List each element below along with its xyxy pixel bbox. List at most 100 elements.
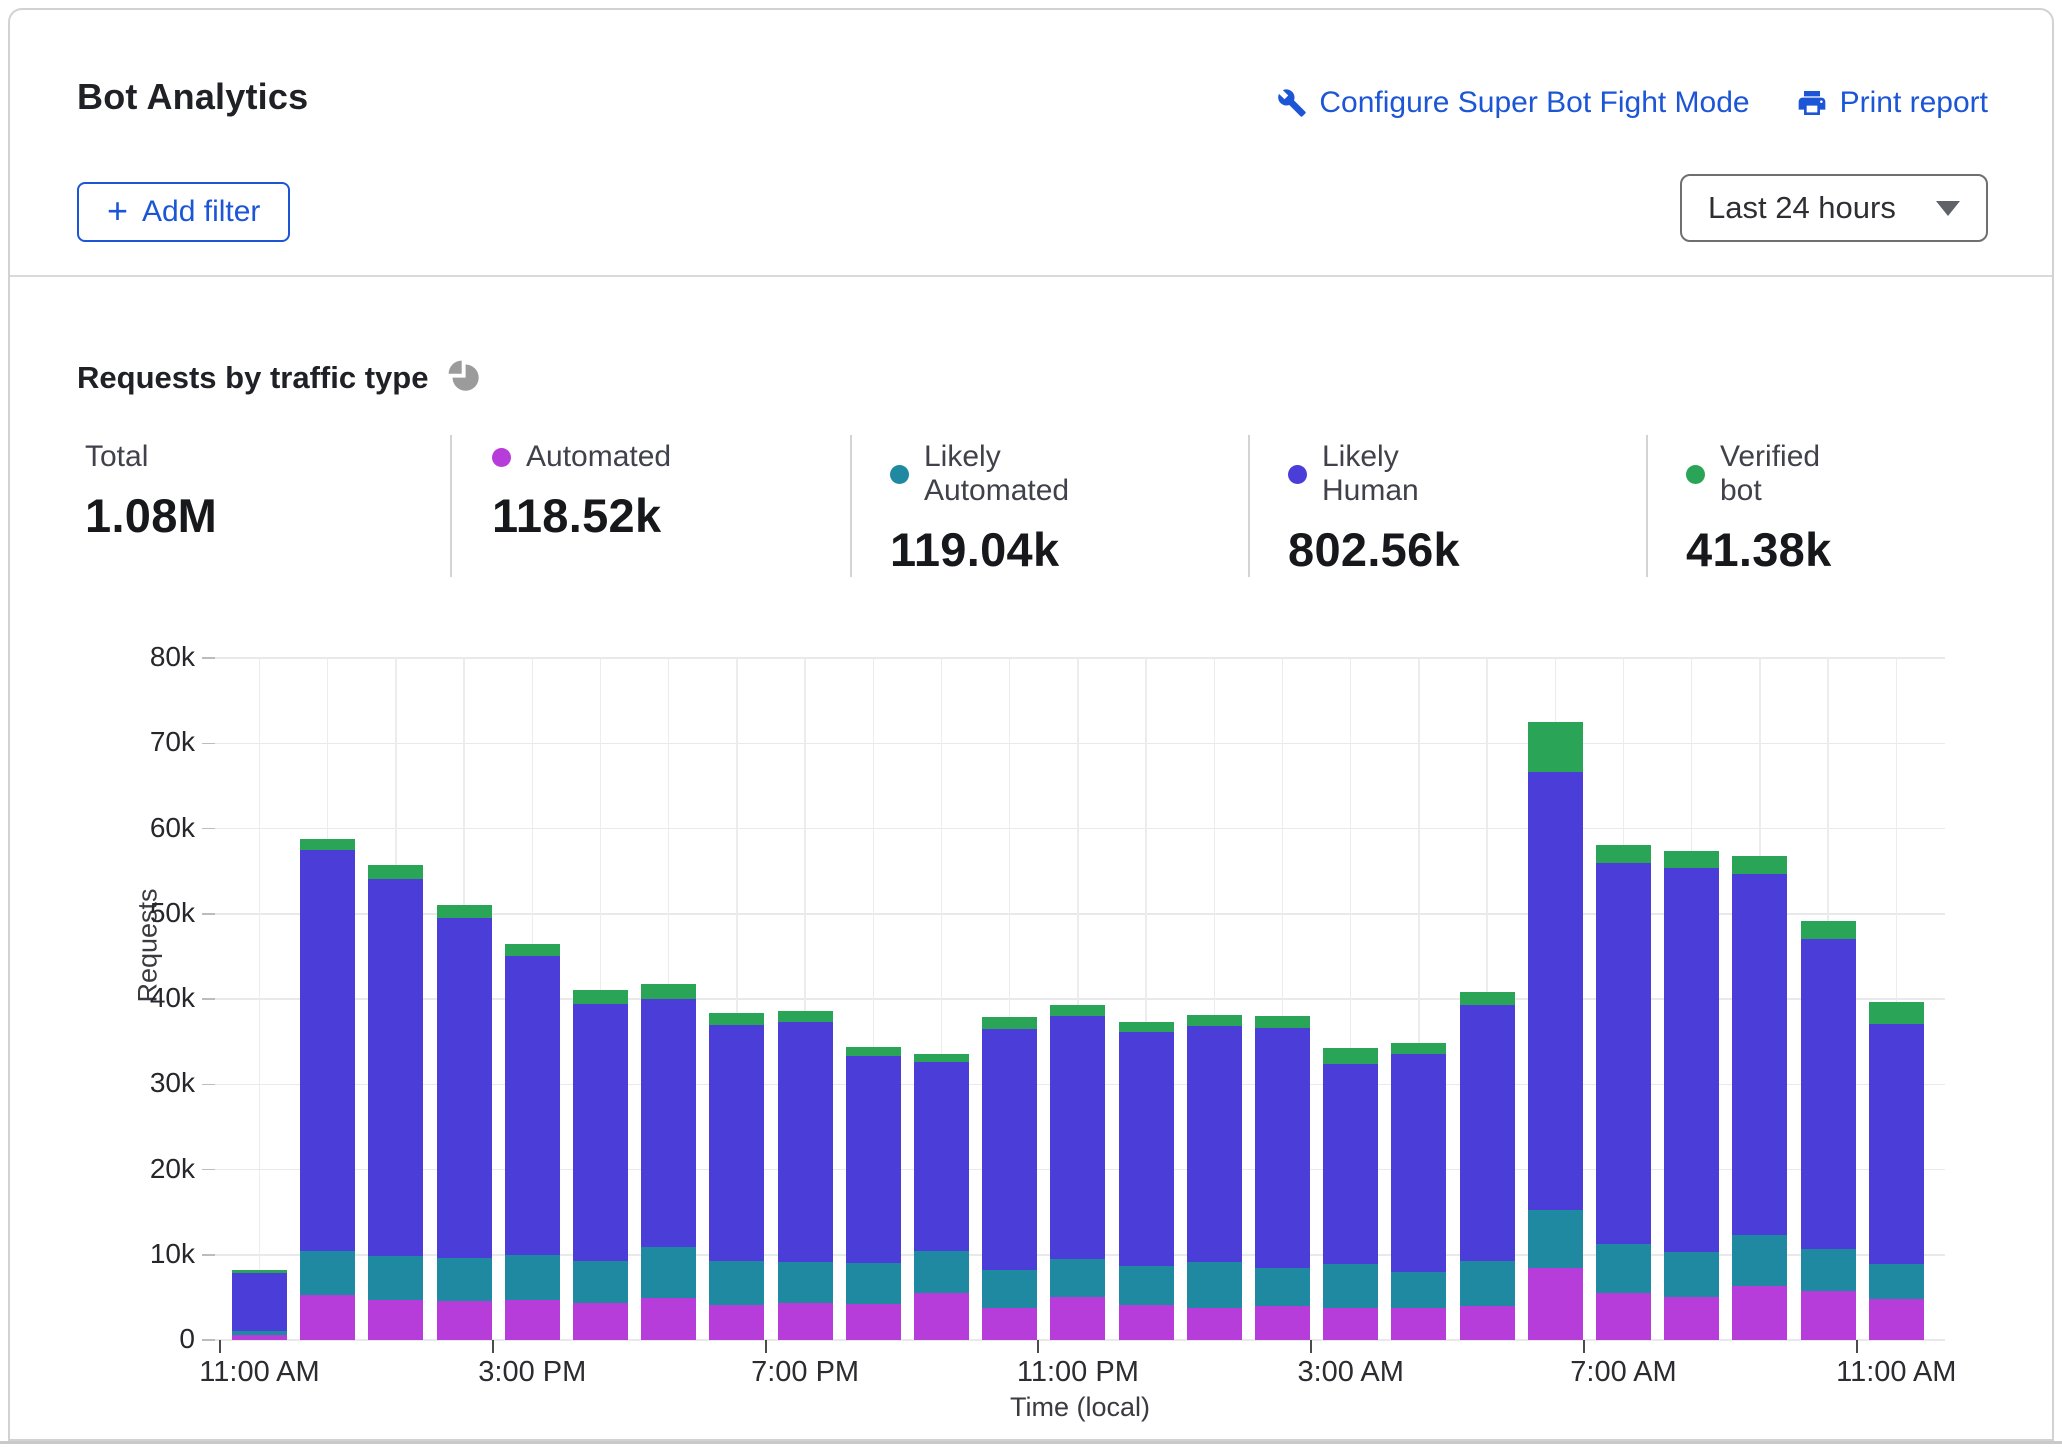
x-axis-tick-label: 11:00 PM bbox=[1016, 1356, 1139, 1388]
bar-column-hour-13[interactable] bbox=[1118, 1022, 1174, 1340]
bar-column-hour-8[interactable] bbox=[777, 1010, 833, 1340]
y-axis-tick-label: 60k bbox=[149, 811, 195, 843]
chevron-down-icon bbox=[1936, 200, 1960, 216]
stat-value: 41.38k bbox=[1686, 523, 1832, 576]
y-axis-tick bbox=[202, 742, 215, 744]
bar-segment-verified-bot bbox=[1800, 921, 1856, 940]
bar-segment-verified-bot bbox=[1868, 1002, 1924, 1024]
bar-column-hour-17[interactable] bbox=[1391, 1042, 1447, 1340]
bar-column-hour-5[interactable] bbox=[573, 989, 628, 1340]
bar-segment-automated bbox=[641, 1298, 697, 1340]
stat-total[interactable]: Total 1.08M bbox=[85, 440, 217, 543]
bar-segment-likely-human bbox=[1664, 867, 1720, 1253]
bar-column-hour-12[interactable] bbox=[1050, 1004, 1106, 1340]
bar-column-hour-20[interactable] bbox=[1596, 844, 1651, 1340]
gridline-h bbox=[215, 998, 1945, 1000]
requests-by-traffic-type-chart bbox=[202, 657, 1945, 1341]
bar-column-hour-24[interactable] bbox=[1868, 1002, 1924, 1340]
bar-segment-likely-human bbox=[1391, 1054, 1447, 1272]
stat-label: Likely Automated bbox=[924, 440, 1070, 507]
print-report-link[interactable]: Print report bbox=[1796, 86, 1988, 120]
bar-segment-automated bbox=[1391, 1308, 1447, 1340]
bar-segment-likely-automated bbox=[1118, 1265, 1174, 1306]
time-range-select[interactable]: Last 24 hours bbox=[1680, 174, 1988, 242]
bar-column-hour-21[interactable] bbox=[1664, 850, 1720, 1340]
bar-segment-automated bbox=[368, 1299, 424, 1340]
printer-icon bbox=[1796, 87, 1828, 119]
bar-column-hour-9[interactable] bbox=[845, 1046, 901, 1340]
time-range-value: Last 24 hours bbox=[1708, 190, 1896, 225]
bar-segment-verified-bot bbox=[1664, 850, 1720, 868]
bar-segment-automated bbox=[777, 1302, 833, 1340]
gridline-h bbox=[215, 742, 1945, 744]
bar-segment-automated bbox=[1800, 1291, 1856, 1340]
x-axis-tick bbox=[764, 1340, 767, 1353]
y-axis-tick bbox=[202, 1339, 215, 1341]
bar-segment-automated bbox=[1255, 1305, 1310, 1340]
gridline-h bbox=[215, 913, 1945, 915]
bar-column-hour-14[interactable] bbox=[1186, 1015, 1242, 1340]
gridline-v bbox=[1145, 658, 1147, 1340]
bar-column-hour-22[interactable] bbox=[1732, 855, 1788, 1340]
bar-column-hour-11[interactable] bbox=[982, 1016, 1038, 1340]
bar-segment-likely-human bbox=[709, 1024, 765, 1261]
stat-likely-human[interactable]: Likely Human 802.56k bbox=[1288, 440, 1460, 577]
bar-segment-likely-automated bbox=[1596, 1243, 1651, 1294]
bar-segment-automated bbox=[914, 1293, 969, 1340]
bar-column-hour-3[interactable] bbox=[436, 905, 492, 1340]
y-axis-tick-label: 30k bbox=[149, 1067, 195, 1099]
gridline-v bbox=[736, 658, 738, 1340]
bar-column-hour-7[interactable] bbox=[709, 1012, 765, 1340]
bar-column-hour-15[interactable] bbox=[1255, 1016, 1310, 1340]
y-axis-tick bbox=[202, 913, 215, 915]
bar-column-hour-4[interactable] bbox=[504, 944, 560, 1340]
gridline-v bbox=[258, 658, 261, 1340]
stat-automated[interactable]: Automated 118.52k bbox=[492, 440, 671, 543]
x-axis-tick-label: 3:00 AM bbox=[1297, 1356, 1404, 1388]
bar-segment-likely-automated bbox=[368, 1255, 424, 1300]
bar-segment-verified-bot bbox=[709, 1012, 765, 1025]
bar-column-hour-10[interactable] bbox=[914, 1053, 969, 1340]
bar-segment-likely-automated bbox=[914, 1250, 969, 1294]
y-axis-tick bbox=[202, 657, 215, 659]
bar-segment-likely-human bbox=[1186, 1026, 1242, 1262]
legend-dot bbox=[1288, 464, 1307, 484]
bar-segment-likely-human bbox=[982, 1028, 1038, 1271]
configure-link-label: Configure Super Bot Fight Mode bbox=[1319, 86, 1750, 119]
bar-column-hour-16[interactable] bbox=[1323, 1047, 1379, 1340]
y-axis-tick bbox=[202, 827, 215, 830]
stat-verified-bot[interactable]: Verified bot 41.38k bbox=[1686, 440, 1832, 577]
header-links: Configure Super Bot Fight Mode Print rep… bbox=[1277, 86, 1988, 120]
bar-segment-likely-automated bbox=[436, 1258, 492, 1301]
bar-segment-automated bbox=[232, 1334, 287, 1340]
bar-segment-likely-human bbox=[1323, 1063, 1379, 1265]
bar-segment-likely-automated bbox=[1391, 1271, 1447, 1309]
bar-column-hour-18[interactable] bbox=[1459, 992, 1515, 1340]
bar-column-hour-6[interactable] bbox=[641, 983, 697, 1340]
bar-column-hour-0[interactable] bbox=[232, 1270, 287, 1340]
bar-segment-verified-bot bbox=[1118, 1022, 1174, 1033]
bar-segment-verified-bot bbox=[845, 1046, 901, 1057]
bar-column-hour-19[interactable] bbox=[1527, 721, 1583, 1340]
y-axis-tick bbox=[202, 1168, 215, 1171]
bar-column-hour-23[interactable] bbox=[1800, 921, 1856, 1340]
x-axis-tick-label: 7:00 PM bbox=[751, 1356, 860, 1388]
y-axis-tick-label: 20k bbox=[149, 1152, 195, 1184]
bar-column-hour-2[interactable] bbox=[368, 865, 424, 1340]
x-axis-tick bbox=[219, 1340, 221, 1353]
gridline-v bbox=[1895, 658, 1898, 1340]
stat-likely-automated[interactable]: Likely Automated 119.04k bbox=[890, 440, 1069, 577]
stat-divider bbox=[1646, 435, 1648, 577]
configure-super-bot-fight-mode-link[interactable]: Configure Super Bot Fight Mode bbox=[1277, 86, 1750, 120]
gridline-h bbox=[215, 657, 1945, 659]
add-filter-button[interactable]: + Add filter bbox=[77, 182, 291, 242]
stat-value: 802.56k bbox=[1288, 523, 1460, 576]
bar-segment-likely-human bbox=[436, 918, 492, 1259]
bar-segment-likely-automated bbox=[300, 1250, 356, 1295]
bar-segment-likely-automated bbox=[982, 1270, 1038, 1308]
x-axis-tick bbox=[491, 1340, 494, 1353]
bar-segment-likely-automated bbox=[1664, 1252, 1720, 1297]
bar-column-hour-1[interactable] bbox=[300, 838, 356, 1340]
gridline-v bbox=[1008, 658, 1011, 1340]
gridline-v bbox=[1418, 658, 1420, 1340]
